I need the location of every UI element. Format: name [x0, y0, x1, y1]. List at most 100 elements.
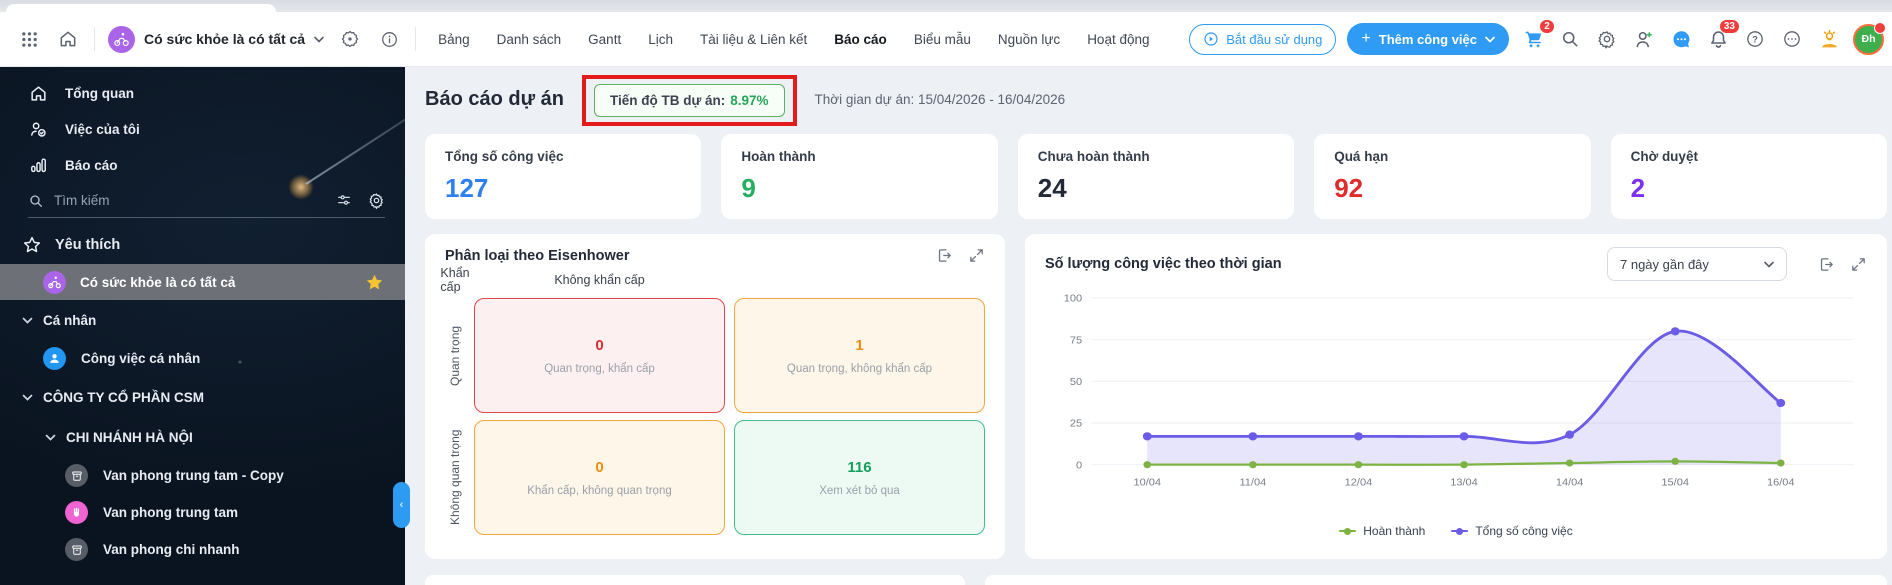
stat-label: Chưa hoàn thành [1037, 149, 1150, 164]
tasks-over-time-panel: Số lượng công việc theo thời gian 7 ngày… [1025, 234, 1887, 559]
sidebar-project-branch-office[interactable]: Van phong chi nhanh [0, 531, 405, 568]
legend-item-total[interactable]: Tổng số công việc [1451, 524, 1573, 538]
tab-gantt[interactable]: Gantt [588, 31, 622, 47]
whats-new-icon[interactable] [1816, 26, 1842, 52]
sidebar-section-branch[interactable]: CHI NHÁNH HÀ NỘI [0, 417, 405, 457]
matrix-cell-important-not-urgent[interactable]: 1 Quan trọng, không khẩn cấp [734, 298, 985, 413]
export-icon[interactable] [936, 247, 953, 264]
export-icon[interactable] [1818, 256, 1835, 273]
svg-text:15/04: 15/04 [1661, 477, 1689, 489]
sidebar-item-personal-tasks[interactable]: Công việc cá nhân [0, 340, 405, 377]
start-using-label: Bắt đầu sử dụng [1226, 31, 1323, 47]
help-icon[interactable]: ? [1742, 26, 1768, 52]
search-icon[interactable] [1557, 26, 1583, 52]
home-icon [28, 84, 48, 103]
browser-tab-fragment [6, 4, 276, 12]
bell-badge: 33 [1718, 19, 1740, 34]
person-avatar [43, 347, 66, 370]
matrix-row-header-important: Quan trọng [448, 325, 462, 386]
svg-text:10/04: 10/04 [1133, 477, 1161, 489]
sidebar-item-overview[interactable]: Tổng quan [0, 75, 405, 111]
stat-card-pending-approval: Chờ duyệt 2 [1610, 134, 1887, 219]
expand-icon[interactable] [968, 247, 985, 264]
more-options-icon[interactable] [1779, 26, 1805, 52]
matrix-cell-important-urgent[interactable]: 0 Quan trọng, khẩn cấp [474, 298, 725, 413]
user-avatar[interactable]: Đh [1853, 21, 1886, 55]
bell-icon[interactable]: 33 [1705, 19, 1740, 52]
info-icon[interactable] [376, 26, 402, 52]
matrix-cell-urgent-not-important[interactable]: 0 Khẩn cấp, không quan trọng [474, 420, 725, 535]
tasks-over-time-chart[interactable]: 0 25 50 75 100 10/04 11/04 12/04 13/04 14/04 15/04… [1045, 283, 1867, 519]
cart-badge: 2 [1539, 19, 1555, 34]
panel-title: Phân loại theo Eisenhower [445, 247, 630, 264]
sidebar-project-center[interactable]: Van phong trung tam [0, 494, 405, 531]
stat-card-not-done: Chưa hoàn thành 24 [1017, 134, 1295, 219]
tab-bieu-mau[interactable]: Biểu mẫu [913, 31, 971, 47]
stat-card-overdue: Quá hạn 92 [1314, 134, 1591, 219]
search-input[interactable] [54, 193, 254, 208]
bar-chart-icon [28, 156, 48, 175]
tab-hoat-dong[interactable]: Hoạt động [1087, 31, 1150, 47]
invite-user-icon[interactable] [1631, 26, 1657, 52]
svg-text:50: 50 [1070, 376, 1082, 388]
star-filled-icon[interactable] [364, 272, 385, 293]
legend-label: Hoàn thành [1363, 524, 1426, 538]
start-using-button[interactable]: Bắt đầu sử dụng [1189, 23, 1337, 55]
sidebar-item-reports[interactable]: Báo cáo [0, 147, 405, 183]
archive-icon [65, 464, 88, 487]
person-check-icon [28, 120, 48, 139]
sidebar-section-personal[interactable]: Cá nhân [0, 300, 405, 340]
sidebar-project-selected[interactable]: Có sức khỏe là có tất cả [0, 264, 405, 300]
sidebar-project-copy[interactable]: Van phong trung tam - Copy [0, 457, 405, 494]
home-icon[interactable] [55, 26, 81, 52]
sidebar-collapse-button[interactable]: ‹ [393, 482, 410, 528]
favorites-section[interactable]: Yêu thích [0, 226, 405, 264]
next-panel-left-edge [425, 575, 965, 585]
sidebar-section-company[interactable]: CÔNG TY CỔ PHẦN CSM [0, 377, 405, 417]
svg-text:16/04: 16/04 [1767, 477, 1795, 489]
legend-marker [1451, 527, 1469, 535]
date-range-select[interactable]: 7 ngày gần đây [1607, 247, 1787, 281]
legend-item-done[interactable]: Hoàn thành [1339, 524, 1425, 538]
eisenhower-matrix: Khẩn cấp Không khẩn cấp Quan trọng 0 Qua… [440, 266, 985, 535]
tab-bang[interactable]: Bảng [438, 31, 470, 47]
stat-value: 24 [1037, 173, 1067, 203]
svg-text:13/04: 13/04 [1450, 477, 1478, 489]
cart-icon[interactable]: 2 [1520, 19, 1555, 52]
stat-label: Quá hạn [1334, 149, 1389, 164]
expand-icon[interactable] [1850, 256, 1867, 273]
badge-seal-icon[interactable] [337, 26, 363, 52]
stat-card-total: Tổng số công việc 127 [425, 134, 702, 219]
tab-tai-lieu-lien-ket[interactable]: Tài liệu & Liên kết [699, 31, 808, 47]
matrix-cell-consider-skip[interactable]: 116 Xem xét bỏ qua [734, 420, 985, 535]
workspace-switcher[interactable]: Có sức khỏe là có tất cả [108, 25, 324, 53]
project-label: Có sức khỏe là có tất cả [80, 274, 236, 290]
tab-bao-cao[interactable]: Báo cáo [834, 31, 887, 47]
legend-label: Tổng số công việc [1475, 524, 1573, 538]
project-label: Van phong trung tam - Copy [103, 468, 284, 483]
filter-icon[interactable] [336, 192, 352, 208]
play-circle-icon [1204, 32, 1218, 46]
tab-danh-sach[interactable]: Danh sách [496, 31, 562, 47]
stat-value: 127 [445, 173, 489, 203]
project-label: Van phong trung tam [103, 505, 238, 520]
matrix-row-header-not-important: Không quan trọng [448, 429, 462, 526]
chevron-down-icon [22, 317, 33, 324]
gear-icon[interactable] [1594, 26, 1620, 52]
chevron-down-icon [1764, 261, 1774, 268]
chart-legend: Hoàn thành Tổng số công việc [1045, 519, 1867, 543]
avg-progress-value: 8.97% [730, 92, 769, 108]
cell-value: 116 [847, 458, 872, 476]
tab-nguon-luc[interactable]: Nguồn lực [997, 31, 1061, 47]
gear-icon[interactable] [368, 192, 385, 209]
chat-icon[interactable] [1668, 26, 1694, 52]
stat-value: 2 [1630, 173, 1646, 203]
tab-lich[interactable]: Lịch [648, 31, 673, 47]
svg-text:11/04: 11/04 [1239, 477, 1266, 489]
cell-value: 0 [595, 458, 604, 476]
sidebar-item-my-tasks[interactable]: Việc của tôi [0, 111, 405, 147]
apps-grid-icon[interactable] [16, 26, 42, 52]
date-range-value: 7 ngày gần đây [1620, 256, 1709, 272]
cell-label: Xem xét bỏ qua [819, 484, 900, 497]
add-task-button[interactable]: + Thêm công việc [1347, 23, 1509, 55]
